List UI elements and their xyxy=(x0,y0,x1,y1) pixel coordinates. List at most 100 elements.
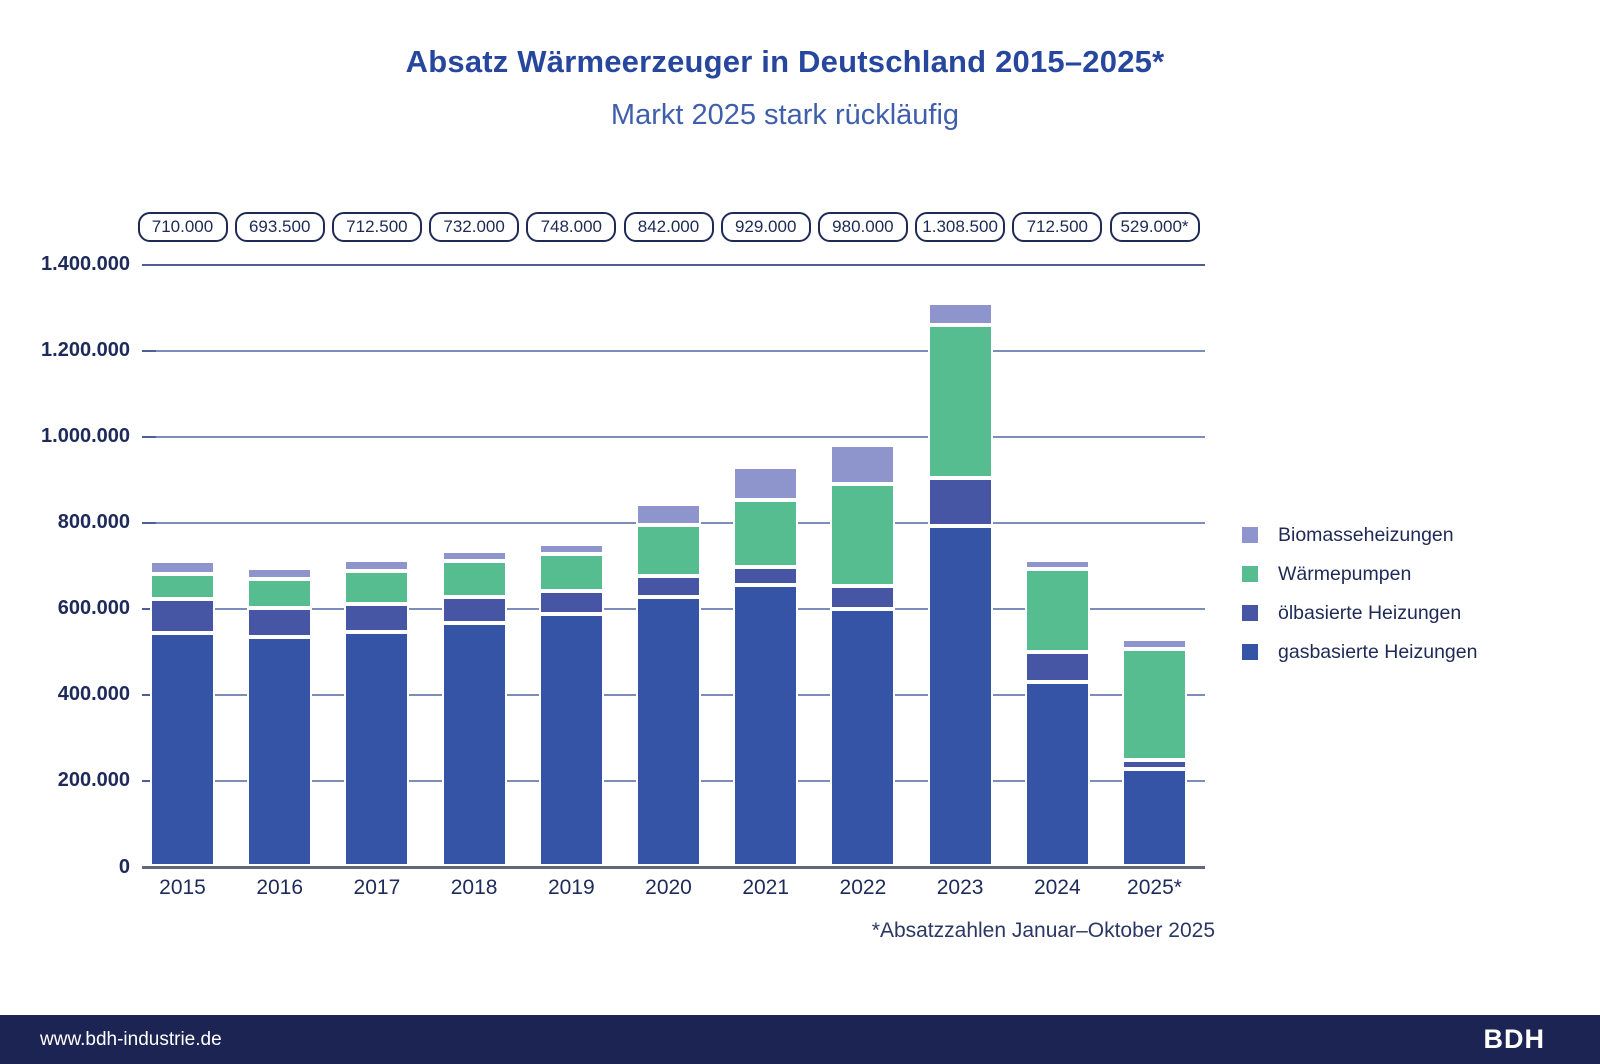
legend-label: Biomasseheizungen xyxy=(1278,524,1454,546)
x-axis-label-2016: 2016 xyxy=(256,876,304,899)
bar-segment-ölbasierte Heizungen-2019 xyxy=(538,591,604,614)
bar-segment-ölbasierte Heizungen-2022 xyxy=(830,585,896,609)
x-axis-baseline xyxy=(142,866,1205,869)
x-axis-label-2020: 2020 xyxy=(645,876,692,899)
x-axis-label-2019: 2019 xyxy=(547,876,595,899)
bar-segment-Biomasseheizungen-2023 xyxy=(927,303,993,325)
bar-segment-Biomasseheizungen-2021 xyxy=(733,466,799,501)
bar-segment-gasbasierte Heizungen-2018 xyxy=(441,622,507,866)
bar-segment-Wärmepumpen-2021 xyxy=(733,500,799,567)
y-axis-tick xyxy=(142,522,156,524)
bar-segment-Wärmepumpen-2024 xyxy=(1024,568,1090,652)
y-axis-label: 1.000.000 xyxy=(41,425,130,447)
bar-segment-Biomasseheizungen-2017 xyxy=(344,559,410,571)
bdh-logo: BDH xyxy=(1483,1024,1545,1054)
bar-segment-Biomasseheizungen-2018 xyxy=(441,551,507,561)
bar-segment-gasbasierte Heizungen-2017 xyxy=(344,631,410,866)
bar-segment-Biomasseheizungen-2015 xyxy=(150,560,215,575)
bar-segment-Wärmepumpen-2017 xyxy=(344,570,410,605)
bar-segment-ölbasierte Heizungen-2020 xyxy=(636,576,701,598)
x-axis-label-2017: 2017 xyxy=(353,876,401,899)
chart-subtitle: Markt 2025 stark rückläufig xyxy=(610,99,960,131)
bar-segment-Wärmepumpen-2023 xyxy=(927,324,993,478)
y-axis-tick xyxy=(142,350,156,352)
bar-segment-ölbasierte Heizungen-2015 xyxy=(150,598,215,633)
total-value-pill-2016: 693.500 xyxy=(234,212,325,242)
total-value-pill-2018: 732.000 xyxy=(429,212,520,242)
y-axis-label: 800.000 xyxy=(57,511,130,533)
bar-segment-ölbasierte Heizungen-2016 xyxy=(247,608,313,638)
bar-segment-gasbasierte Heizungen-2022 xyxy=(830,608,896,866)
gridline-1.400.000 xyxy=(145,264,1205,266)
bar-segment-gasbasierte Heizungen-2021 xyxy=(733,585,799,866)
bar-segment-Wärmepumpen-2025* xyxy=(1122,649,1187,760)
legend-swatch-Wärmepumpen xyxy=(1242,566,1258,582)
bar-segment-Wärmepumpen-2018 xyxy=(441,560,507,598)
bar-segment-Biomasseheizungen-2022 xyxy=(830,444,896,485)
total-value-pill-2025*: 529.000* xyxy=(1109,212,1200,242)
bar-segment-ölbasierte Heizungen-2021 xyxy=(733,566,799,586)
gridline-1.000.000 xyxy=(145,436,1205,438)
x-axis-label-2025*: 2025* xyxy=(1127,876,1182,899)
total-value-pill-2024: 712.500 xyxy=(1012,212,1103,242)
legend-swatch-gasbasierte Heizungen xyxy=(1242,644,1258,660)
bar-segment-gasbasierte Heizungen-2023 xyxy=(927,526,993,866)
bar-segment-ölbasierte Heizungen-2017 xyxy=(344,604,410,632)
bar-segment-Wärmepumpen-2020 xyxy=(636,524,701,577)
y-axis-tick xyxy=(142,264,156,266)
y-axis-tick xyxy=(142,608,156,610)
legend-label: Wärmepumpen xyxy=(1278,563,1412,585)
y-axis-label: 0 xyxy=(118,856,130,878)
total-value-pill-2017: 712.500 xyxy=(331,212,422,242)
bar-segment-Biomasseheizungen-2020 xyxy=(636,503,701,525)
x-axis-label-2015: 2015 xyxy=(159,876,206,899)
x-axis-label-2023: 2023 xyxy=(936,876,984,899)
bar-segment-Wärmepumpen-2015 xyxy=(150,574,215,599)
y-axis-tick xyxy=(142,780,156,782)
bar-segment-Biomasseheizungen-2016 xyxy=(247,567,313,580)
total-value-pill-2021: 929.000 xyxy=(720,212,811,242)
y-axis-label: 600.000 xyxy=(57,597,130,619)
y-axis-label: 1.200.000 xyxy=(41,339,130,361)
total-value-pill-2015: 710.000 xyxy=(137,212,228,242)
x-axis-label-2022: 2022 xyxy=(839,876,887,899)
bar-segment-gasbasierte Heizungen-2015 xyxy=(150,632,215,866)
bar-segment-gasbasierte Heizungen-2019 xyxy=(538,613,604,866)
bar-segment-gasbasierte Heizungen-2024 xyxy=(1024,682,1090,866)
bar-segment-Wärmepumpen-2016 xyxy=(247,579,313,608)
bar-segment-ölbasierte Heizungen-2025* xyxy=(1122,759,1187,770)
bar-segment-Wärmepumpen-2022 xyxy=(830,484,896,586)
chart-footnote: *Absatzzahlen Januar–Oktober 2025 xyxy=(871,919,1215,942)
chart-title: Absatz Wärmeerzeuger in Deutschland 2015… xyxy=(405,44,1165,79)
total-value-pill-2022: 980.000 xyxy=(817,212,908,242)
legend-label: ölbasierte Heizungen xyxy=(1278,602,1462,624)
bar-segment-gasbasierte Heizungen-2025* xyxy=(1122,769,1187,866)
footer-bar: www.bdh-industrie.de BDH xyxy=(0,1015,1600,1064)
legend-label: gasbasierte Heizungen xyxy=(1278,641,1478,663)
legend-swatch-ölbasierte Heizungen xyxy=(1242,605,1258,621)
x-axis-label-2021: 2021 xyxy=(742,876,790,899)
y-axis-label: 400.000 xyxy=(57,683,130,705)
legend-swatch-Biomasseheizungen xyxy=(1242,527,1258,543)
total-value-pill-2020: 842.000 xyxy=(623,212,714,242)
bar-segment-ölbasierte Heizungen-2024 xyxy=(1024,651,1090,683)
bar-segment-Biomasseheizungen-2024 xyxy=(1024,559,1090,569)
bar-segment-Wärmepumpen-2019 xyxy=(538,554,604,592)
y-axis-label: 200.000 xyxy=(57,769,130,791)
bar-segment-gasbasierte Heizungen-2016 xyxy=(247,637,313,866)
y-axis-tick xyxy=(142,694,156,696)
x-axis-label-2018: 2018 xyxy=(450,876,498,899)
bar-segment-gasbasierte Heizungen-2020 xyxy=(636,597,701,866)
footer-website-url: www.bdh-industrie.de xyxy=(40,1028,222,1050)
y-axis-label: 1.400.000 xyxy=(41,253,130,275)
bar-segment-ölbasierte Heizungen-2023 xyxy=(927,477,993,527)
total-value-pill-2019: 748.000 xyxy=(526,212,617,242)
y-axis-tick xyxy=(142,436,156,438)
bar-segment-Biomasseheizungen-2019 xyxy=(538,544,604,555)
bar-segment-Biomasseheizungen-2025* xyxy=(1122,638,1187,650)
gridline-1.200.000 xyxy=(145,350,1205,352)
bar-segment-ölbasierte Heizungen-2018 xyxy=(441,597,507,623)
total-value-pill-2023: 1.308.500 xyxy=(915,212,1006,242)
